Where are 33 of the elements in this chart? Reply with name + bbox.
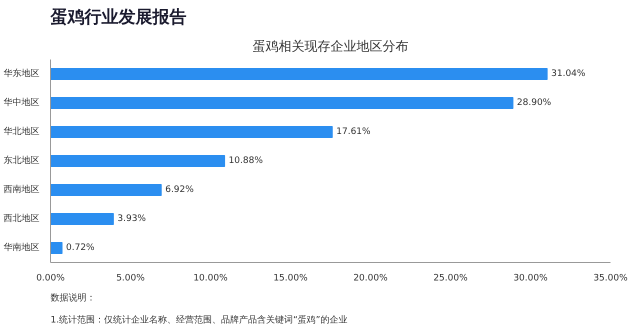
text: 数据说明： [50, 292, 96, 304]
y-tick-label: 华北地区 [4, 126, 40, 137]
bar [50, 154, 226, 168]
bar [50, 96, 514, 110]
chart-title: 蛋鸡行业发展报告 [50, 8, 186, 28]
y-tick-label: 西北地区 [4, 213, 40, 224]
y-tick-label: 东北地区 [4, 155, 40, 166]
data-label: 17.61% [336, 127, 372, 137]
x-tick-label: 25.00% [433, 274, 468, 284]
y-tick-label: 西南地区 [4, 184, 40, 195]
data-label: 3.93% [117, 214, 146, 224]
y-tick-label: 华中地区 [4, 97, 40, 108]
x-tick-label: 5.00% [116, 274, 146, 284]
bar [50, 212, 114, 226]
y-tick-label: 华南地区 [4, 242, 40, 253]
x-tick-label: 15.00% [273, 274, 308, 284]
bar [50, 184, 162, 196]
data-label: 10.88% [228, 156, 264, 166]
x-tick-label: 0.00% [36, 274, 66, 284]
x-tick-label: 30.00% [513, 274, 548, 284]
bar [50, 242, 63, 254]
data-label: 28.90% [516, 98, 552, 108]
data-label: 6.92% [165, 185, 194, 195]
x-tick-label: 35.00% [593, 274, 628, 284]
data-label: 31.04% [551, 69, 586, 79]
bar [50, 68, 548, 80]
data-label: 0.72% [66, 243, 96, 253]
text: 1.统计范围：仅统计企业名称、经营范围、品牌产品含关键词“蛋鸡”的企业 [50, 314, 348, 326]
chart-subtitle: 蛋鸡相关现存企业地区分布 [252, 40, 408, 54]
y-tick-label: 华东地区 [4, 68, 40, 79]
x-tick-label: 10.00% [193, 274, 228, 284]
bar [50, 126, 333, 138]
x-tick-label: 20.00% [353, 274, 388, 284]
